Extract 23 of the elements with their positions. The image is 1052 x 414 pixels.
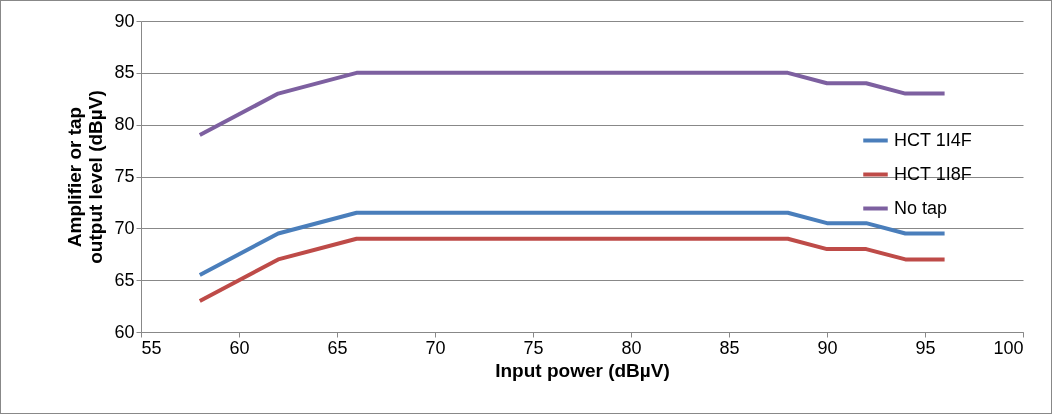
x-tick-label: 90 [817, 337, 838, 358]
x-tick-label: 85 [719, 337, 740, 358]
y-tick-label: 85 [114, 62, 135, 83]
x-tick-label: 95 [915, 337, 936, 358]
y-tick-label: 60 [114, 321, 135, 342]
y-tick-label: 90 [114, 10, 135, 31]
x-tick-label: 55 [141, 337, 162, 358]
y-axis-title: Amplifier or tap output level (dBµV) [64, 90, 107, 264]
x-tick-label: 60 [229, 337, 250, 358]
y-tick-label: 75 [114, 166, 135, 186]
y-tick-label: 70 [114, 217, 135, 238]
x-tick-label: 65 [327, 337, 348, 358]
legend-label: HCT 1I4F [894, 129, 972, 150]
x-axis-title: Input power (dBµV) [495, 359, 670, 381]
legend-label: HCT 1I8F [894, 163, 972, 184]
line-series [197, 236, 947, 303]
legend-label: No tap [894, 197, 948, 218]
x-tick-label: 100 [993, 337, 1024, 358]
y-tick-label: 80 [114, 114, 135, 135]
x-tick-label: 70 [425, 337, 446, 358]
x-tick-label: 80 [621, 337, 642, 358]
y-tick-label: 65 [114, 269, 135, 290]
x-tick-label: 75 [523, 337, 544, 358]
